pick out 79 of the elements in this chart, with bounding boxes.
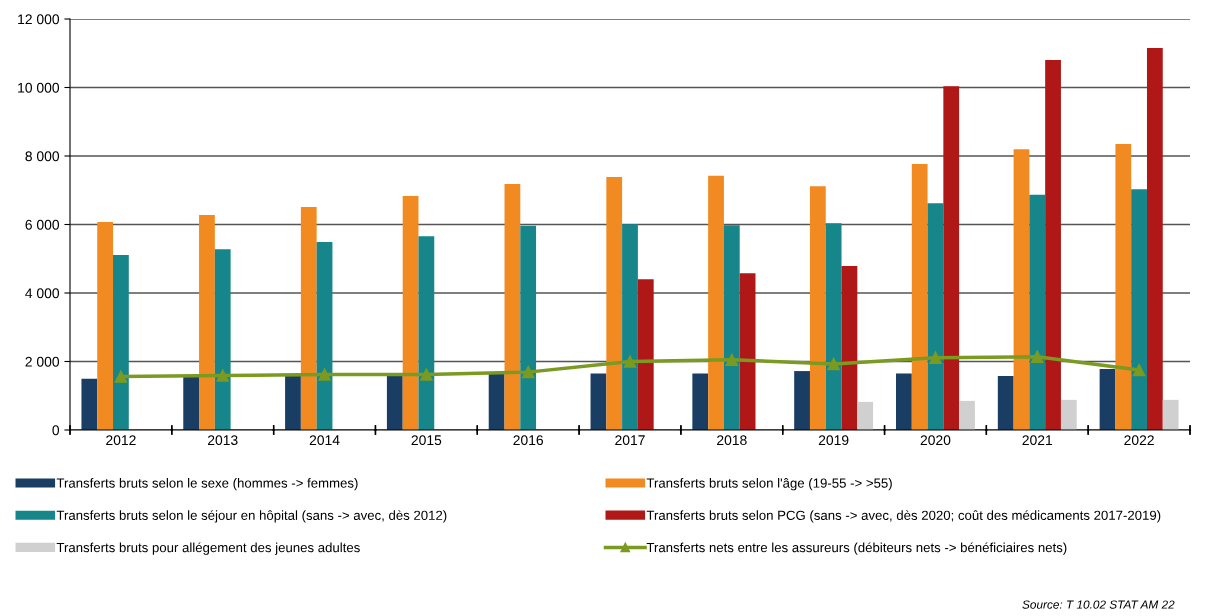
x-tick-label: 2016 xyxy=(513,435,544,446)
bar xyxy=(504,184,521,430)
x-tick-label: 2020 xyxy=(920,435,951,446)
x-tick-label: 2021 xyxy=(1022,435,1053,446)
y-tick-label: 6 000 xyxy=(25,219,60,230)
bar xyxy=(896,373,912,430)
bar xyxy=(97,222,114,430)
bar xyxy=(1146,48,1163,430)
bar xyxy=(825,223,842,430)
point xyxy=(623,355,637,368)
bar xyxy=(1099,369,1116,430)
point xyxy=(216,369,229,382)
legend-label: Transferts bruts selon le sexe (hommes -> femmes) xyxy=(56,478,358,491)
point xyxy=(420,368,433,381)
bar xyxy=(809,186,826,430)
bar xyxy=(488,373,505,430)
bar xyxy=(637,279,654,430)
bar xyxy=(1131,189,1147,430)
bar xyxy=(520,225,537,430)
bar xyxy=(183,376,200,430)
bar xyxy=(997,375,1014,430)
x-tick-label: 2013 xyxy=(207,435,238,446)
y-tick-label: 10 000 xyxy=(18,82,60,93)
bar xyxy=(692,373,709,430)
bar xyxy=(199,214,215,430)
bar xyxy=(1162,399,1179,430)
bar xyxy=(1029,194,1046,430)
y-tick-label: 0 xyxy=(52,425,60,436)
x-tick-label: 2017 xyxy=(615,435,645,446)
bar xyxy=(300,207,317,430)
bar xyxy=(739,273,756,430)
point xyxy=(1132,363,1146,377)
bar xyxy=(1060,399,1077,430)
point xyxy=(929,351,942,364)
point xyxy=(725,353,739,367)
bar xyxy=(794,371,810,430)
bar xyxy=(857,401,874,430)
x-tick-label: 2018 xyxy=(717,435,747,446)
bar xyxy=(723,225,740,430)
point xyxy=(114,370,128,383)
bar xyxy=(1045,60,1061,430)
bar xyxy=(1013,149,1030,430)
bar xyxy=(590,373,607,430)
y-tick-label: 2 000 xyxy=(25,356,60,367)
y-tick-label: 8 000 xyxy=(25,151,60,162)
x-tick-label: 2015 xyxy=(411,435,442,446)
bar xyxy=(606,176,623,430)
source-note: Source: T 10.02 STAT AM 22 xyxy=(1022,600,1175,609)
bar xyxy=(708,175,724,430)
x-tick-label: 2012 xyxy=(106,435,136,446)
bar xyxy=(841,265,858,430)
y-tick-label: 12 000 xyxy=(18,14,60,25)
legend-label: Transferts nets entre les assureurs (débiteurs nets -> bénéficiaires nets) xyxy=(646,542,1067,555)
bar xyxy=(959,400,975,430)
bar xyxy=(81,378,98,430)
legend-label: Transferts bruts selon le séjour en hôpital (sans -> avec, dès 2012) xyxy=(56,510,447,523)
point xyxy=(318,368,331,381)
point xyxy=(827,357,840,371)
bar xyxy=(113,254,129,430)
bar xyxy=(214,249,231,430)
bar xyxy=(911,163,928,430)
bar xyxy=(622,224,638,430)
bar xyxy=(402,196,419,430)
bar xyxy=(386,375,403,430)
legend-label: Transferts bruts selon PCG (sans -> avec, dès 2020; coût des médicaments 2017-2019) xyxy=(646,510,1161,523)
x-tick-label: 2022 xyxy=(1124,435,1154,446)
bar xyxy=(943,86,960,430)
bar xyxy=(285,375,301,430)
bar xyxy=(418,236,435,430)
y-tick-label: 4 000 xyxy=(25,288,60,299)
bar xyxy=(927,203,944,430)
x-tick-label: 2019 xyxy=(818,435,849,446)
x-tick-label: 2014 xyxy=(309,435,340,446)
bar xyxy=(316,241,333,430)
legend-label: Transferts bruts selon l'âge (19-55 -> >55) xyxy=(646,478,892,491)
point xyxy=(521,365,535,379)
legend-label: Transferts bruts pour allégement des jeunes adultes xyxy=(56,542,360,555)
point xyxy=(1031,350,1044,363)
bar xyxy=(1115,144,1132,430)
